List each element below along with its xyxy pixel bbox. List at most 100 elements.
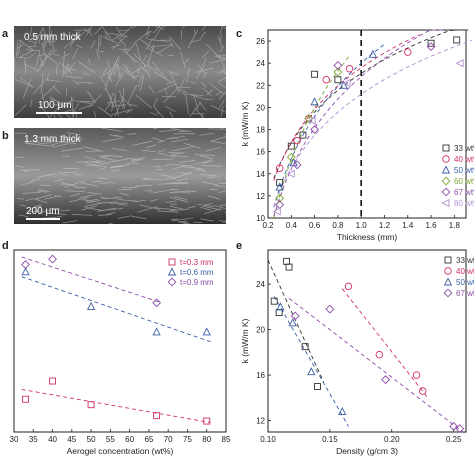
series-t-0-3-mm bbox=[22, 377, 211, 425]
series-t-0-6-mm bbox=[21, 267, 211, 336]
scale-bar-b bbox=[26, 218, 60, 220]
x-tick-label: 60 bbox=[125, 435, 134, 444]
data-point bbox=[381, 375, 390, 385]
x-tick-label: 65 bbox=[144, 435, 153, 444]
series-80-wt- bbox=[272, 59, 464, 216]
scale-bar-a bbox=[36, 112, 82, 114]
legend-label: t=0.9 mm bbox=[180, 278, 214, 287]
y-tick-label: 12 bbox=[256, 192, 265, 201]
legend-marker bbox=[441, 176, 451, 186]
series-t-0-9-mm bbox=[21, 254, 162, 308]
data-point bbox=[453, 36, 461, 44]
data-point bbox=[276, 302, 285, 311]
data-point bbox=[418, 387, 427, 395]
legend-marker bbox=[441, 198, 450, 208]
x-tick-label: 0.2 bbox=[262, 221, 274, 230]
y-tick-label: 12 bbox=[256, 417, 265, 426]
x-tick-label: 40 bbox=[48, 435, 57, 444]
x-tick-label: 0.6 bbox=[309, 221, 321, 230]
fit-line bbox=[273, 29, 469, 179]
legend-label: 40 wt% bbox=[454, 155, 474, 164]
data-point bbox=[152, 298, 162, 308]
fit-line bbox=[273, 29, 443, 217]
x-tick-label: 45 bbox=[67, 435, 76, 444]
x-tick-label: 0.20 bbox=[384, 435, 400, 444]
legend-marker bbox=[167, 267, 177, 276]
series-33-wt- bbox=[270, 257, 321, 390]
series-67-wt- bbox=[290, 304, 465, 434]
data-point bbox=[276, 179, 284, 187]
data-point bbox=[455, 59, 464, 68]
data-point bbox=[334, 76, 342, 84]
x-tick-label: 35 bbox=[29, 435, 38, 444]
data-point bbox=[307, 116, 316, 125]
fit-line bbox=[21, 256, 161, 303]
x-tick-label: 55 bbox=[106, 435, 115, 444]
sem-thickness-label-a: 0.5 mm thick bbox=[24, 32, 81, 43]
data-point bbox=[272, 207, 281, 216]
x-tick-label: 30 bbox=[10, 435, 19, 444]
legend-label: 60 wt% bbox=[454, 177, 474, 186]
legend-label: 67 wt% bbox=[454, 188, 474, 197]
data-point bbox=[427, 39, 435, 47]
x-tick-label: 1.8 bbox=[449, 221, 461, 230]
fit-line bbox=[273, 34, 420, 181]
data-point bbox=[339, 80, 348, 89]
data-point bbox=[275, 182, 284, 191]
data-point bbox=[290, 311, 300, 321]
data-point bbox=[153, 412, 161, 420]
x-tick-label: 1.6 bbox=[425, 221, 437, 230]
data-point bbox=[87, 401, 95, 409]
y-axis-label: k (mW/m K) bbox=[240, 101, 250, 146]
data-point bbox=[314, 383, 321, 390]
data-point bbox=[86, 301, 96, 310]
legend-label: t=0.3 mm bbox=[180, 258, 214, 267]
legend-label: 50 wt% bbox=[456, 278, 474, 287]
plot-frame bbox=[267, 249, 467, 433]
data-point bbox=[203, 417, 211, 425]
y-tick-label: 16 bbox=[256, 148, 265, 157]
data-point bbox=[292, 160, 302, 170]
y-tick-label: 26 bbox=[256, 37, 265, 46]
y-tick-label: 20 bbox=[256, 103, 265, 112]
y-tick-label: 16 bbox=[256, 371, 265, 380]
legend-marker bbox=[442, 155, 450, 163]
data-point bbox=[333, 67, 343, 77]
panel-a-letter: a bbox=[2, 28, 9, 40]
x-tick-label: 75 bbox=[183, 435, 192, 444]
x-tick-label: 0.15 bbox=[322, 435, 338, 444]
data-point bbox=[275, 193, 285, 203]
sem-image-a: 0.5 mm thick 100 μm bbox=[14, 26, 226, 118]
legend-marker bbox=[441, 187, 451, 197]
x-tick-label: 85 bbox=[222, 435, 231, 444]
legend-marker bbox=[441, 165, 451, 174]
series-33-wt- bbox=[276, 36, 461, 187]
data-point bbox=[342, 78, 351, 88]
series-50-wt- bbox=[276, 302, 347, 415]
y-tick-label: 24 bbox=[256, 280, 265, 289]
data-point bbox=[287, 142, 295, 150]
legend-label: 40 wt% bbox=[456, 267, 474, 276]
x-tick-label: 0.10 bbox=[260, 435, 276, 444]
data-point bbox=[345, 64, 354, 73]
fit-line bbox=[21, 276, 211, 343]
panel-d-letter: d bbox=[2, 240, 9, 252]
data-point bbox=[404, 48, 412, 56]
fit-line bbox=[273, 43, 385, 208]
legend-marker bbox=[444, 256, 452, 264]
fit-line bbox=[267, 259, 325, 383]
sem-scale-label-a: 100 μm bbox=[38, 100, 72, 111]
fit-line bbox=[273, 296, 349, 427]
y-tick-label: 14 bbox=[256, 170, 265, 179]
x-axis-label: Aerogel concentration (wt%) bbox=[67, 446, 174, 456]
data-point bbox=[22, 395, 30, 403]
y-tick-label: 24 bbox=[256, 59, 265, 68]
series-60-wt- bbox=[275, 67, 343, 203]
data-point bbox=[338, 406, 347, 415]
x-tick-label: 80 bbox=[202, 435, 211, 444]
panel-c-letter: c bbox=[236, 28, 243, 40]
legend-marker bbox=[442, 144, 450, 152]
plot-frame bbox=[267, 29, 467, 219]
